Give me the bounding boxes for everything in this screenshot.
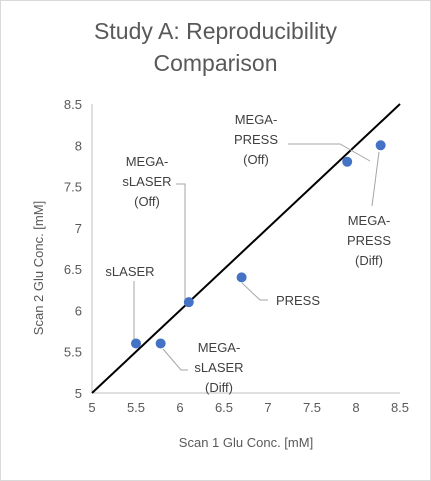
point-label-line: sLASER <box>105 264 154 279</box>
data-point <box>375 140 386 151</box>
y-axis-label: Scan 2 Glu Conc. [mM] <box>31 201 46 335</box>
data-points <box>131 140 386 349</box>
axes: 5 5.5 6 6.5 7 7.5 8 8.5 5 5.5 6 6.5 7 7.5 8 8.5 <box>64 97 409 415</box>
x-tick-label: 7.5 <box>303 400 321 415</box>
point-label: sLASER <box>105 264 154 279</box>
data-point <box>342 156 353 167</box>
leader-line <box>162 348 188 371</box>
chart-title-line-2: Comparison <box>153 50 278 76</box>
x-tick-label: 6 <box>176 400 183 415</box>
y-tick-label: 8.5 <box>64 97 82 112</box>
x-tick-label: 8.5 <box>391 400 409 415</box>
point-label: MEGA- PRESS (Diff) <box>347 213 391 268</box>
point-label-line: PRESS <box>234 132 278 147</box>
identity-line-group <box>91 103 401 394</box>
leader-lines <box>133 143 380 371</box>
x-tick-label: 5 <box>88 400 95 415</box>
leader-line <box>176 183 186 300</box>
y-tick-label: 7 <box>75 221 82 236</box>
leader-line <box>288 143 371 162</box>
point-labels: sLASER MEGA-sLASER (Diff) MEGA-sLASER (Off) P… <box>105 112 391 395</box>
y-tick-label: 6 <box>75 303 82 318</box>
point-label-line: sLASER <box>194 360 243 375</box>
point-label-line: MEGA- <box>235 112 278 127</box>
y-tick-label: 7.5 <box>64 180 82 195</box>
x-axis-label: Scan 1 Glu Conc. [mM] <box>179 435 313 450</box>
point-label: MEGA-sLASER (Off) <box>122 154 171 209</box>
point-label-line: MEGA- <box>198 340 241 355</box>
point-label-line: (Off) <box>243 152 269 167</box>
y-tick-label: 5 <box>75 386 82 401</box>
x-tick-label: 5.5 <box>127 400 145 415</box>
point-label-line: (Diff) <box>355 253 383 268</box>
point-label-line: sLASER <box>122 174 171 189</box>
point-label-line: (Diff) <box>205 380 233 395</box>
leader-line <box>371 151 380 207</box>
x-tick-label: 8 <box>352 400 359 415</box>
point-label-line: PRESS <box>347 233 391 248</box>
point-label-line: MEGA- <box>348 213 391 228</box>
chart-title-line-1: Study A: Reproducibility <box>94 18 337 44</box>
data-point <box>155 338 166 349</box>
data-point <box>236 272 247 283</box>
y-tick-label: 5.5 <box>64 345 82 360</box>
point-label: MEGA- PRESS (Off) <box>234 112 278 167</box>
point-label-line: (Off) <box>134 194 160 209</box>
x-tick-label: 6.5 <box>215 400 233 415</box>
point-label: PRESS <box>276 293 320 308</box>
leader-line <box>241 282 268 301</box>
y-tick-label: 6.5 <box>64 262 82 277</box>
data-point <box>183 297 194 308</box>
point-label: MEGA-sLASER (Diff) <box>194 340 243 395</box>
data-point <box>131 338 141 349</box>
identity-line <box>91 103 401 394</box>
point-label-line: PRESS <box>276 293 320 308</box>
point-label-line: MEGA- <box>126 154 169 169</box>
y-tick-label: 8 <box>75 138 82 153</box>
x-tick-label: 7 <box>264 400 271 415</box>
